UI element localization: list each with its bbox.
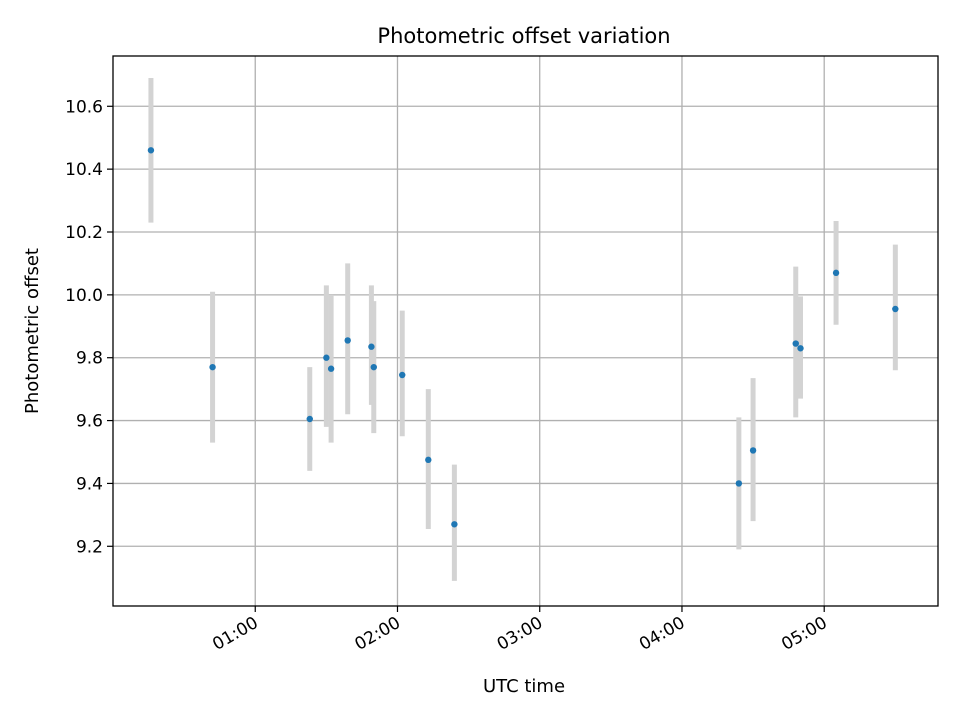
data-point — [370, 363, 377, 371]
y-tick-label: 9.6 — [76, 412, 103, 432]
chart-title: Photometric offset variation — [377, 24, 670, 48]
x-tick-label: 03:00 — [494, 613, 546, 655]
y-tick-label: 9.8 — [76, 349, 103, 369]
data-point — [425, 456, 432, 464]
x-tick-label: 04:00 — [636, 613, 688, 655]
y-tick-label: 10.2 — [65, 223, 103, 243]
data-point — [797, 345, 804, 352]
y-axis-ticks: 9.2 9.4 9.6 9.8 10.0 10.2 10.4 10.6 — [65, 97, 113, 557]
y-tick-label: 10.0 — [65, 286, 103, 306]
data-point — [399, 371, 406, 379]
data-point — [792, 340, 799, 347]
data-point — [323, 354, 330, 361]
x-axis-label: UTC time — [483, 676, 565, 697]
data-point — [344, 337, 351, 344]
grid-lines — [113, 56, 938, 606]
y-tick-label: 9.4 — [76, 474, 103, 494]
data-point — [147, 147, 155, 154]
y-tick-label: 10.6 — [65, 97, 103, 117]
error-bars — [148, 78, 898, 581]
data-point — [368, 343, 375, 350]
y-tick-label: 10.4 — [65, 160, 103, 180]
data-point — [451, 521, 458, 528]
data-point — [327, 365, 335, 372]
data-point — [832, 269, 840, 277]
data-point — [209, 363, 216, 371]
data-point — [892, 305, 899, 313]
data-point — [735, 480, 743, 487]
x-tick-label: 02:00 — [352, 613, 404, 655]
y-tick-label: 9.2 — [76, 537, 103, 557]
x-axis-ticks: 01:00 02:00 03:00 04:00 05:00 — [209, 606, 831, 655]
data-point — [749, 447, 757, 454]
x-tick-label: 05:00 — [778, 613, 830, 655]
plot-frame — [112, 55, 939, 607]
x-tick-label: 01:00 — [209, 613, 261, 655]
data-points — [147, 147, 899, 528]
data-point — [306, 415, 313, 423]
y-axis-label: Photometric offset — [22, 248, 43, 414]
